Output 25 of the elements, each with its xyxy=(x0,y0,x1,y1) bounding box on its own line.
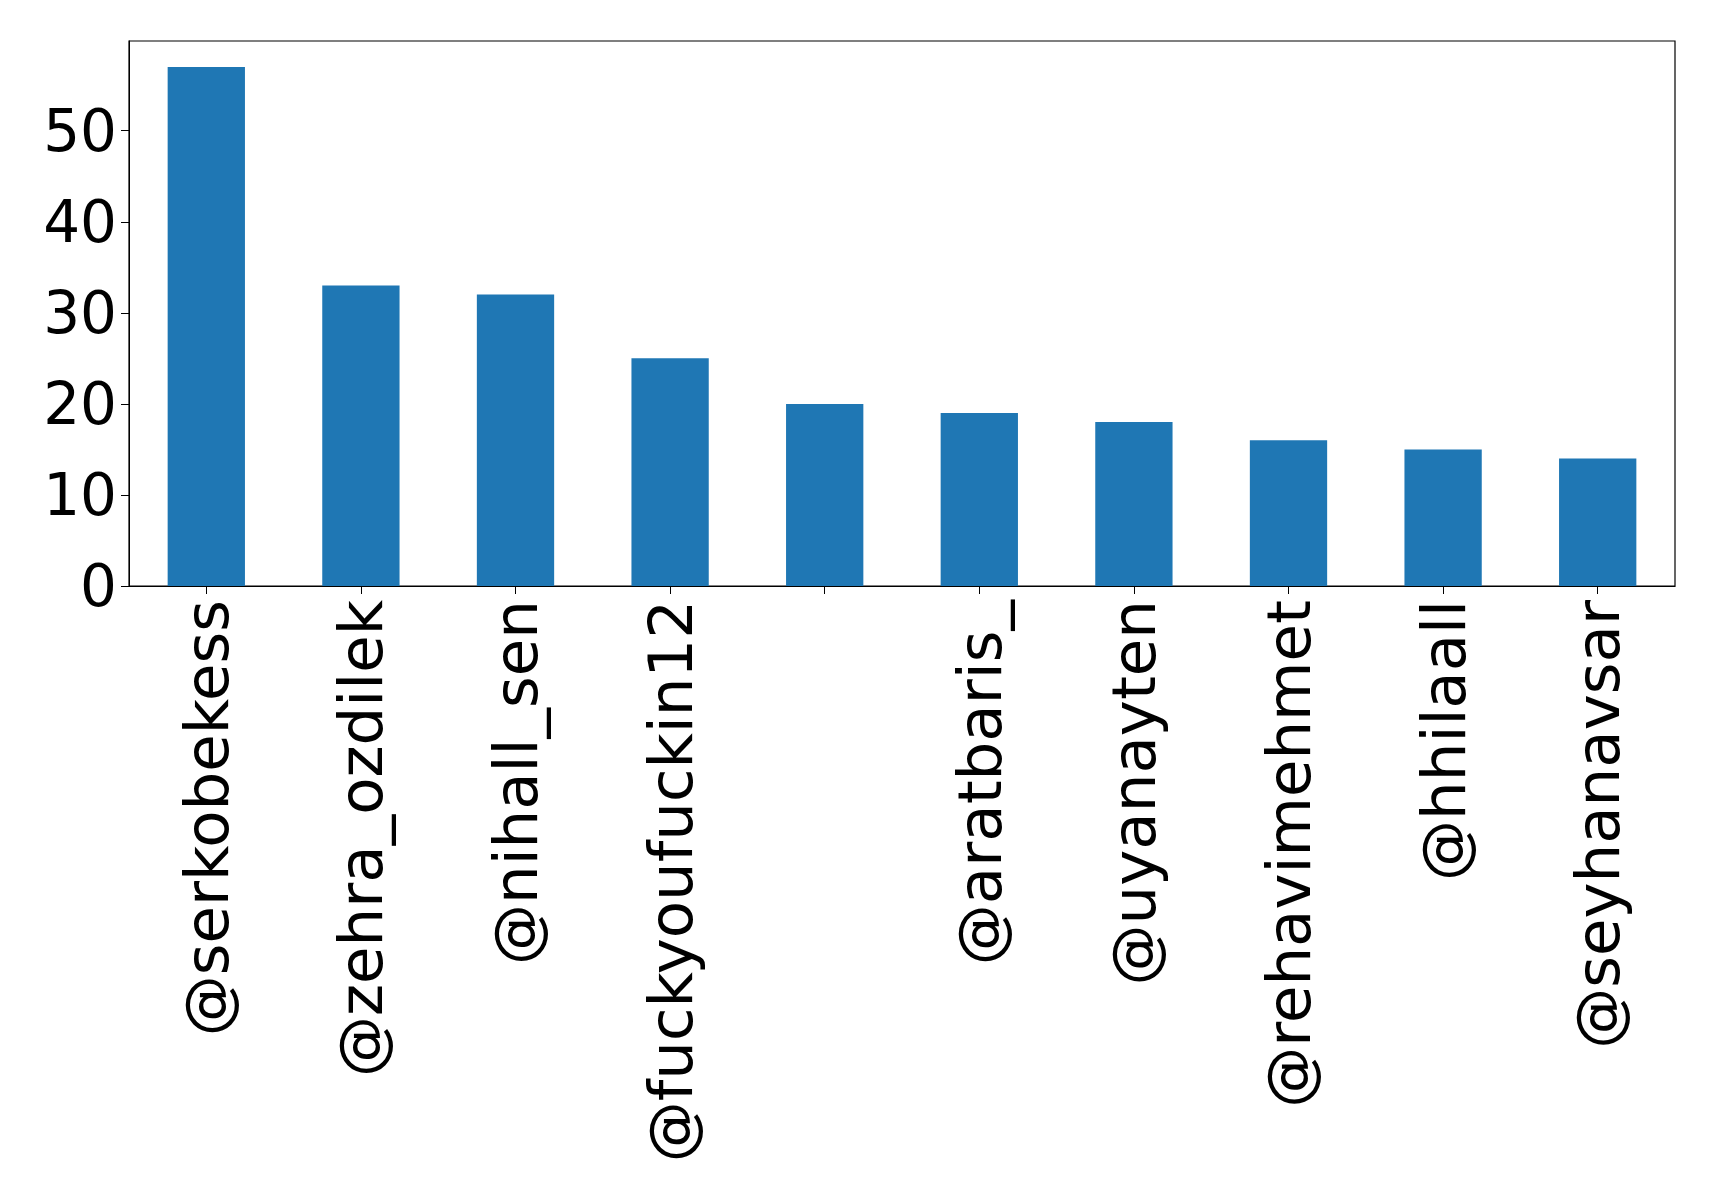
x-tick-label: @hhilaall xyxy=(1407,600,1479,881)
y-tick-label: 20 xyxy=(43,369,117,438)
y-tick-label: 40 xyxy=(43,187,117,256)
x-tick-label: @seyhanavsar xyxy=(1562,599,1634,1049)
bar xyxy=(1404,449,1482,586)
x-tick-label: @zehra_ozdilek xyxy=(325,599,397,1077)
bar xyxy=(322,285,400,586)
x-tick-label: @uyanayten xyxy=(1098,600,1170,986)
x-tick-label: @serkobekess xyxy=(170,600,242,1037)
x-tick-label: @rehavimehmet xyxy=(1253,600,1324,1108)
bar xyxy=(1095,422,1173,586)
y-tick-label: 50 xyxy=(43,96,117,165)
y-tick-label: 10 xyxy=(43,460,117,529)
bar xyxy=(631,358,709,586)
y-tick-label: 30 xyxy=(43,278,117,347)
bar xyxy=(1559,458,1637,586)
x-tick-label: @aratbaris_ xyxy=(943,598,1015,966)
bar xyxy=(1249,440,1328,586)
bar xyxy=(786,403,864,586)
bar xyxy=(167,66,245,586)
y-tick-label: 0 xyxy=(80,552,117,620)
bar xyxy=(940,412,1018,586)
x-tick-label: @nihall_sen xyxy=(480,600,551,966)
bar xyxy=(476,294,555,586)
x-tick-label: @fuckyoufuckin12 xyxy=(634,600,706,1163)
